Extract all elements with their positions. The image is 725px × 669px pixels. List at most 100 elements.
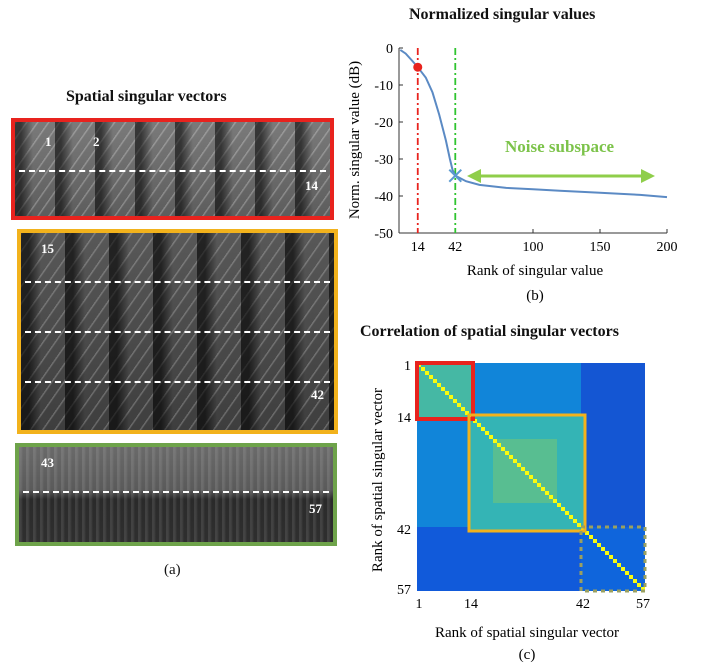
diagonal-cell — [481, 427, 485, 431]
x-tick-label: 100 — [523, 240, 544, 255]
diagonal-cell — [493, 439, 497, 443]
x-tick-label: 42 — [448, 240, 462, 255]
diagonal-cell — [453, 399, 457, 403]
signal-block-outline — [415, 361, 475, 421]
diagonal-cell — [617, 563, 621, 567]
diagonal-cell — [585, 531, 589, 535]
y-tick-label: -40 — [374, 190, 393, 205]
diagonal-line — [417, 363, 645, 591]
row-separator — [25, 381, 330, 383]
c-y-tick-label: 14 — [397, 411, 411, 426]
y-tick-label: -50 — [374, 227, 393, 242]
diagonal-cell — [505, 451, 509, 455]
row-separator — [19, 170, 326, 172]
diagonal-cell — [557, 503, 561, 507]
diagonal-cell — [497, 443, 501, 447]
signal-subspace-box: 1 2 14 — [11, 118, 334, 220]
diagonal-cell — [573, 519, 577, 523]
diagonal-cell — [449, 395, 453, 399]
c-y-axis-label: Rank of spatial singular vector — [370, 388, 386, 572]
diagonal-cell — [613, 559, 617, 563]
diagonal-cell — [581, 527, 585, 531]
noise-vectors-image — [19, 447, 333, 542]
c-y-tick-label: 57 — [397, 583, 411, 598]
diagonal-cell — [597, 543, 601, 547]
cross-stroke — [448, 168, 462, 183]
diagonal-cell — [625, 571, 629, 575]
noise-subspace-arrow — [467, 169, 655, 183]
diagonal-cell — [501, 447, 505, 451]
rank-42-cross-marker — [448, 168, 462, 183]
c-x-tick-label: 42 — [576, 597, 590, 612]
plot-area: 0 -10 -20 -30 -40 -50 14 42 100 150 200 Noise sub… — [374, 42, 677, 255]
diagonal-cell — [457, 403, 461, 407]
diagonal-cell — [509, 455, 513, 459]
row-separator — [25, 331, 330, 333]
vector-label-14: 14 — [305, 178, 318, 193]
diagonal-cell — [465, 411, 469, 415]
noise-subspace-label: Noise subspace — [505, 137, 615, 156]
diagonal-cell — [485, 431, 489, 435]
panel-a-title: Spatial singular vectors — [66, 88, 227, 105]
c-y-tick-label: 42 — [397, 523, 411, 538]
diagonal-cell — [529, 475, 533, 479]
diagonal-cell — [441, 387, 445, 391]
diagonal-cell — [421, 367, 425, 371]
diagonal-cell — [537, 483, 541, 487]
diagonal-cell — [589, 535, 593, 539]
diagonal-cell — [513, 459, 517, 463]
diagonal-cell — [429, 375, 433, 379]
row-separator — [23, 491, 329, 493]
diagonal-cell — [445, 391, 449, 395]
diagonal-cell — [609, 555, 613, 559]
c-x-tick-label: 57 — [636, 597, 650, 612]
diagonal-cell — [521, 467, 525, 471]
x-tick-label: 200 — [657, 240, 678, 255]
diagonal-cell — [621, 567, 625, 571]
diagonal-cell — [517, 463, 521, 467]
vector-label-57: 57 — [309, 501, 322, 516]
diagonal-cell — [605, 551, 609, 555]
diagonal-cell — [629, 575, 633, 579]
noise-block-outline — [579, 525, 647, 593]
x-tick-label: 150 — [590, 240, 611, 255]
vector-label-1: 1 — [45, 134, 52, 149]
diagonal-cell — [561, 507, 565, 511]
diagonal-cell — [637, 583, 641, 587]
c-x-axis-label: Rank of spatial singular vector — [435, 625, 619, 641]
diagonal-cell — [569, 515, 573, 519]
diagonal-cell — [489, 435, 493, 439]
panel-b-caption: (b) — [526, 288, 544, 304]
y-tick-label: -30 — [374, 153, 393, 168]
panel-a-caption: (a) — [164, 562, 181, 578]
clutter-block-outline — [467, 413, 587, 533]
clutter-subspace-box: 15 42 — [17, 229, 338, 434]
vector-label-2: 2 — [93, 134, 100, 149]
diagonal-cell — [461, 407, 465, 411]
diagonal-cell — [565, 511, 569, 515]
diagonal-cell — [533, 479, 537, 483]
rank-14-dot-marker — [413, 62, 423, 72]
diagonal-cell — [593, 539, 597, 543]
diagonal-cell — [549, 495, 553, 499]
diagonal-cell — [541, 487, 545, 491]
vector-label-43: 43 — [41, 455, 54, 470]
diagonal-cell — [641, 587, 645, 591]
c-y-tick-label: 1 — [404, 359, 411, 374]
c-x-tick-label: 14 — [464, 597, 478, 612]
x-axis-label: Rank of singular value — [467, 263, 604, 279]
y-tick-label: 0 — [386, 42, 393, 57]
y-tick-label: -10 — [374, 79, 393, 94]
singular-value-chart: 0 -10 -20 -30 -40 -50 14 42 100 150 200 Noise sub… — [347, 42, 678, 304]
noise-subspace-box: 43 57 — [15, 443, 337, 546]
x-tick-label: 14 — [411, 240, 425, 255]
vector-label-15: 15 — [41, 241, 54, 256]
diagonal-cell — [437, 383, 441, 387]
panel-c-title: Correlation of spatial singular vectors — [360, 323, 619, 340]
diagonal-cell — [477, 423, 481, 427]
diagonal-cell — [433, 379, 437, 383]
vector-label-42: 42 — [311, 387, 324, 402]
diagonal-cell — [601, 547, 605, 551]
row-separator — [25, 281, 330, 283]
panel-b-title: Normalized singular values — [409, 6, 596, 23]
